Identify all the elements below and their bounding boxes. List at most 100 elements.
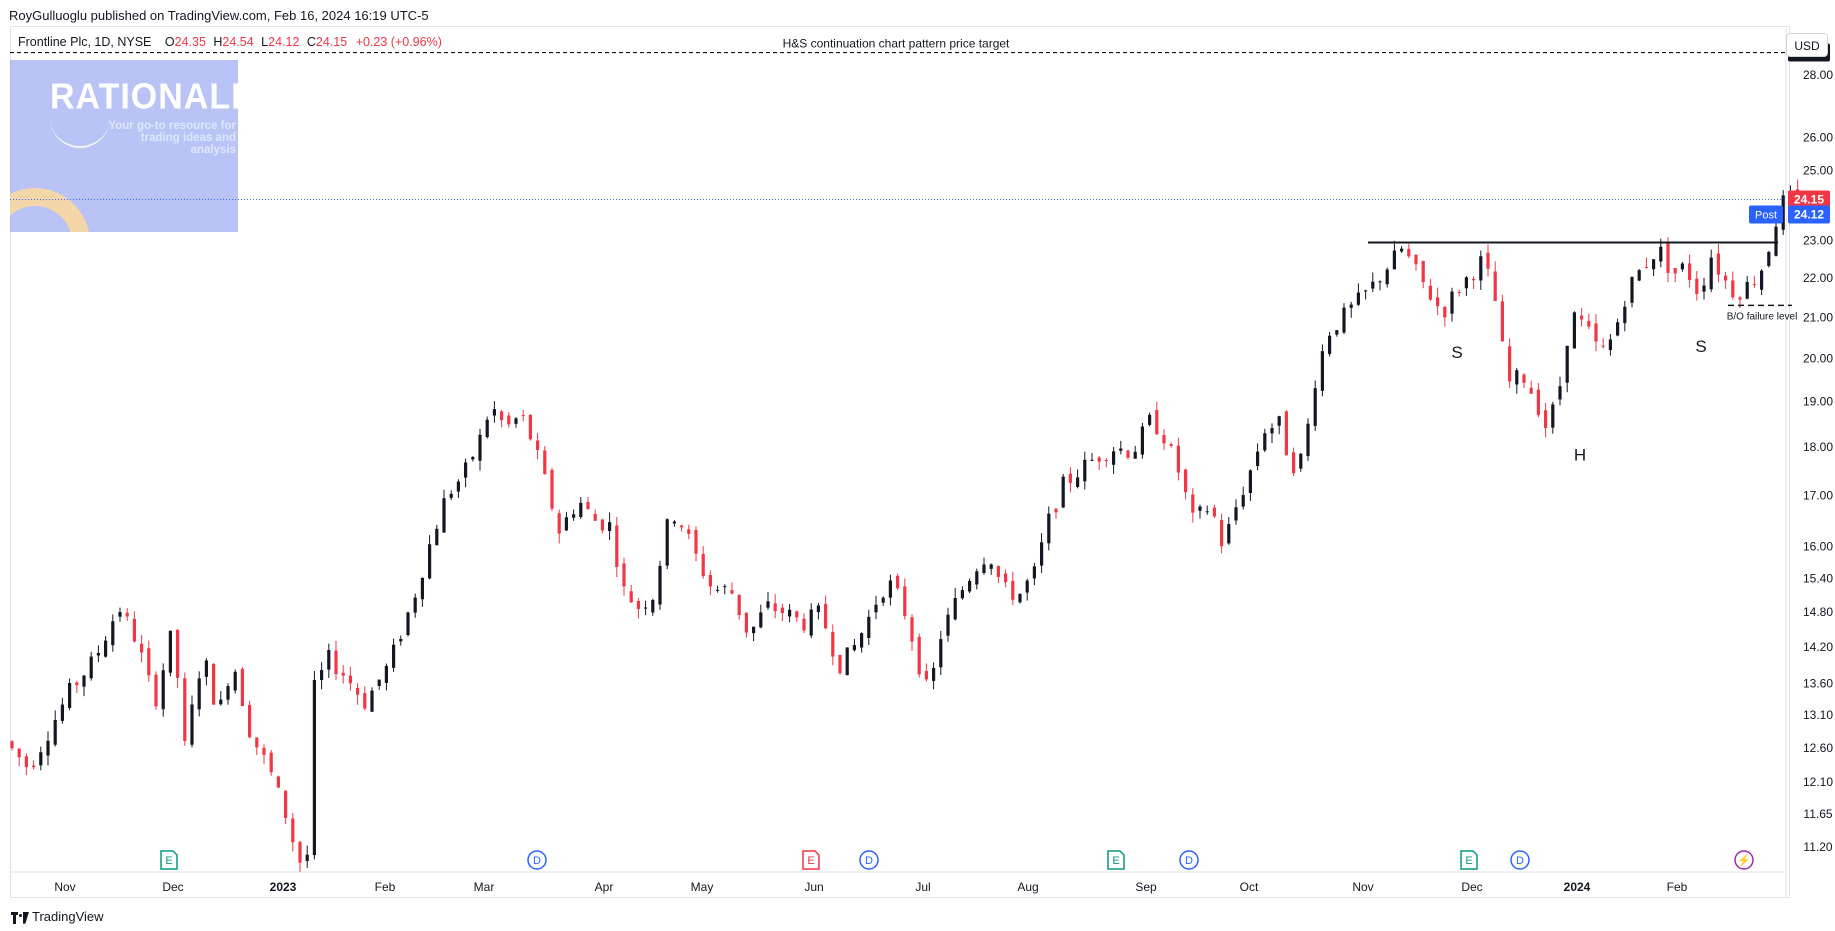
candle-body: [924, 671, 928, 680]
candle-body: [1040, 542, 1044, 566]
time-tick-label: Dec: [1461, 880, 1482, 894]
time-tick-label: Jul: [915, 880, 930, 894]
symbol-legend[interactable]: Frontline Plc, 1D, NYSE O24.35 H24.54 L2…: [18, 35, 442, 49]
event-marker-label: D: [1185, 855, 1193, 867]
candle-body: [888, 580, 892, 598]
candle-body: [975, 571, 979, 585]
candle-body: [867, 616, 871, 638]
event-marker-label: ⚡: [1737, 854, 1751, 867]
candle-body: [622, 563, 626, 587]
candle-body: [852, 645, 856, 651]
time-tick-label: Jun: [804, 880, 823, 894]
candle-body: [1126, 450, 1130, 458]
candle-body: [1068, 473, 1072, 483]
candle-body: [428, 544, 432, 579]
event-marker-label: D: [865, 855, 873, 867]
candle-body: [658, 565, 662, 605]
candle-body: [1306, 423, 1310, 456]
candle-body: [1263, 433, 1267, 451]
candle-body: [161, 670, 165, 710]
candle-body: [1364, 290, 1368, 292]
candle-body: [946, 614, 950, 636]
candle-body: [204, 660, 208, 677]
candle-body: [1047, 513, 1051, 544]
price-tick-label: 18.00: [1803, 440, 1833, 454]
tradingview-logo-icon: [11, 911, 29, 924]
candle-body: [860, 633, 864, 648]
price-tick-label: 11.20: [1803, 840, 1832, 854]
candle-body: [1544, 410, 1548, 429]
candle-body: [939, 639, 943, 668]
candle-body: [960, 590, 964, 599]
price-tick-label: 15.40: [1803, 572, 1833, 586]
candle-body: [1565, 345, 1569, 383]
time-tick-label: Aug: [1017, 880, 1038, 894]
candle-body: [1752, 284, 1756, 286]
candle-body: [521, 415, 525, 417]
candle-body: [334, 650, 338, 675]
candle-body: [514, 418, 518, 424]
candle-body: [802, 618, 806, 631]
candle-body: [694, 530, 698, 554]
candle-body: [737, 594, 741, 616]
candle-body: [1724, 275, 1728, 281]
candle-body: [1169, 444, 1173, 446]
candle-body: [1702, 285, 1706, 292]
candle-body: [399, 638, 403, 642]
change-value: +0.23 (+0.96%): [355, 35, 442, 49]
candle-body: [1371, 281, 1375, 289]
currency-button[interactable]: USD: [1786, 33, 1828, 57]
candle-body: [248, 704, 252, 738]
candle-body: [1349, 304, 1353, 308]
candle-body: [1198, 506, 1202, 511]
price-tick-label: 23.00: [1803, 234, 1833, 248]
candle-body: [1328, 335, 1332, 354]
candle-body: [1112, 451, 1116, 465]
symbol-name[interactable]: Frontline Plc, 1D, NYSE: [18, 35, 152, 49]
event-marker-label: D: [533, 855, 541, 867]
candle-body: [932, 667, 936, 681]
candle-body: [752, 626, 756, 634]
candle-body: [1616, 322, 1620, 336]
candle-body: [788, 609, 792, 617]
price-tick-label: 22.00: [1803, 271, 1833, 285]
candle-body: [1652, 259, 1656, 270]
candle-body: [10, 741, 14, 749]
price-tick-label: 13.60: [1803, 676, 1833, 690]
candle-body: [917, 636, 921, 675]
candle-body: [1486, 252, 1490, 269]
event-marker-label: E: [1465, 855, 1472, 867]
candle-body: [284, 790, 288, 818]
time-tick-label: Dec: [162, 880, 183, 894]
price-tick-label: 11.65: [1803, 807, 1832, 821]
event-marker-dividend: [1510, 850, 1530, 870]
pattern-label: S: [1451, 343, 1462, 362]
event-marker-dividend: [527, 850, 547, 870]
candle-body: [1191, 494, 1195, 513]
open-value: 24.35: [174, 35, 206, 49]
candle-body: [132, 618, 136, 642]
candle-body: [1083, 459, 1087, 482]
candle-body: [1220, 520, 1224, 547]
candle-body: [1601, 345, 1605, 347]
candle-body: [449, 493, 453, 498]
event-marker-earnings-miss: [802, 850, 820, 870]
candle-body: [572, 514, 576, 518]
candle-body: [1695, 278, 1699, 294]
candle-body: [1551, 404, 1555, 428]
candle-body: [1054, 508, 1058, 513]
candle-body: [456, 481, 460, 492]
candle-body: [68, 682, 72, 708]
candle-body: [1313, 388, 1317, 426]
candle-body: [1018, 593, 1022, 603]
candle-body: [75, 682, 79, 686]
chart-frame: [10, 26, 1790, 898]
candle-body: [1630, 277, 1634, 303]
candle-body: [1443, 306, 1447, 318]
candle-body: [1637, 270, 1641, 281]
candle-body: [442, 498, 446, 533]
candle-body: [586, 501, 590, 509]
price-tick-label: 16.00: [1803, 539, 1833, 553]
candle-body: [219, 699, 223, 705]
